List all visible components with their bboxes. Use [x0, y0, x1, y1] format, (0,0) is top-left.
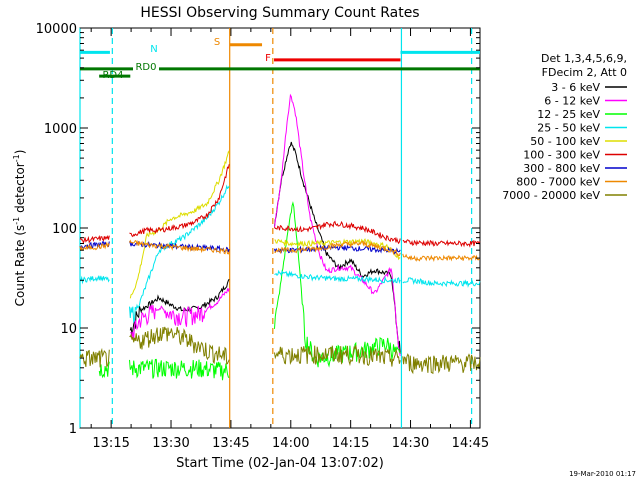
x-tick-label-5: 14:15 [332, 436, 369, 451]
legend-label-5: 50 - 100 keV [530, 135, 600, 148]
series-line-4 [79, 184, 481, 324]
status-label-rd0: RD0 [135, 62, 156, 73]
y-tick-label-2: 10 [60, 322, 77, 337]
legend-label-1: 3 - 6 keV [551, 81, 600, 94]
status-label-bg-5 [133, 61, 159, 72]
legend-label-2: 6 - 12 keV [544, 95, 600, 108]
footer-timestamp: 19-Mar-2010 01:17 [569, 470, 636, 478]
x-tick-label-7: 14:45 [452, 436, 489, 451]
y-tick-label-1: 1 [69, 422, 77, 437]
x-tick-label-1: 13:15 [92, 436, 129, 451]
legend-label-9: 7000 - 20000 keV [502, 189, 600, 202]
x-tick-label-4: 14:00 [272, 436, 309, 451]
legend-header-line1: Det 1,3,4,5,6,9, [541, 52, 627, 65]
x-axis: 13:15 13:30 13:45 14:00 14:15 14:30 14:45 [90, 28, 489, 451]
y-tick-label-3: 100 [52, 222, 77, 237]
x-tick-label-2: 13:30 [152, 436, 189, 451]
chart-title: HESSI Observing Summary Count Rates [140, 5, 419, 21]
y-axis-label: Count Rate (s-1 detector-1) [12, 150, 27, 307]
x-tick-label-3: 13:45 [212, 436, 249, 451]
status-label-rd4: RD4 [102, 70, 123, 81]
series-line-2 [130, 93, 401, 356]
status-bars: N S F RD0 RD4 [80, 37, 480, 81]
series-line-9 [79, 326, 481, 375]
series-line-1 [129, 141, 401, 354]
series-line-5 [129, 150, 401, 299]
series-line-7 [79, 241, 401, 255]
series-line-6 [79, 164, 481, 248]
legend-label-7: 300 - 800 keV [523, 162, 600, 175]
y-tick-label-5: 10000 [36, 22, 77, 37]
legend-label-8: 800 - 7000 keV [516, 176, 600, 189]
status-label-n: N [150, 44, 157, 55]
legend-header-line2: FDecim 2, Att 0 [542, 66, 627, 79]
legend-label-4: 25 - 50 keV [537, 122, 600, 135]
legend-label-6: 100 - 300 keV [523, 149, 600, 162]
legend-label-3: 12 - 25 keV [537, 108, 600, 121]
status-label-s: S [214, 37, 220, 48]
y-tick-label-4: 1000 [44, 122, 77, 137]
legend: Det 1,3,4,5,6,9, FDecim 2, Att 0 3 - 6 k… [502, 52, 627, 202]
status-label-f: F [265, 53, 271, 64]
x-axis-label: Start Time (02-Jan-04 13:07:02) [176, 456, 384, 471]
y-axis: 1 10 100 1000 10000 [36, 22, 480, 437]
series-line-8 [79, 239, 481, 263]
x-tick-label-6: 14:30 [392, 436, 429, 451]
series-group [79, 93, 481, 381]
